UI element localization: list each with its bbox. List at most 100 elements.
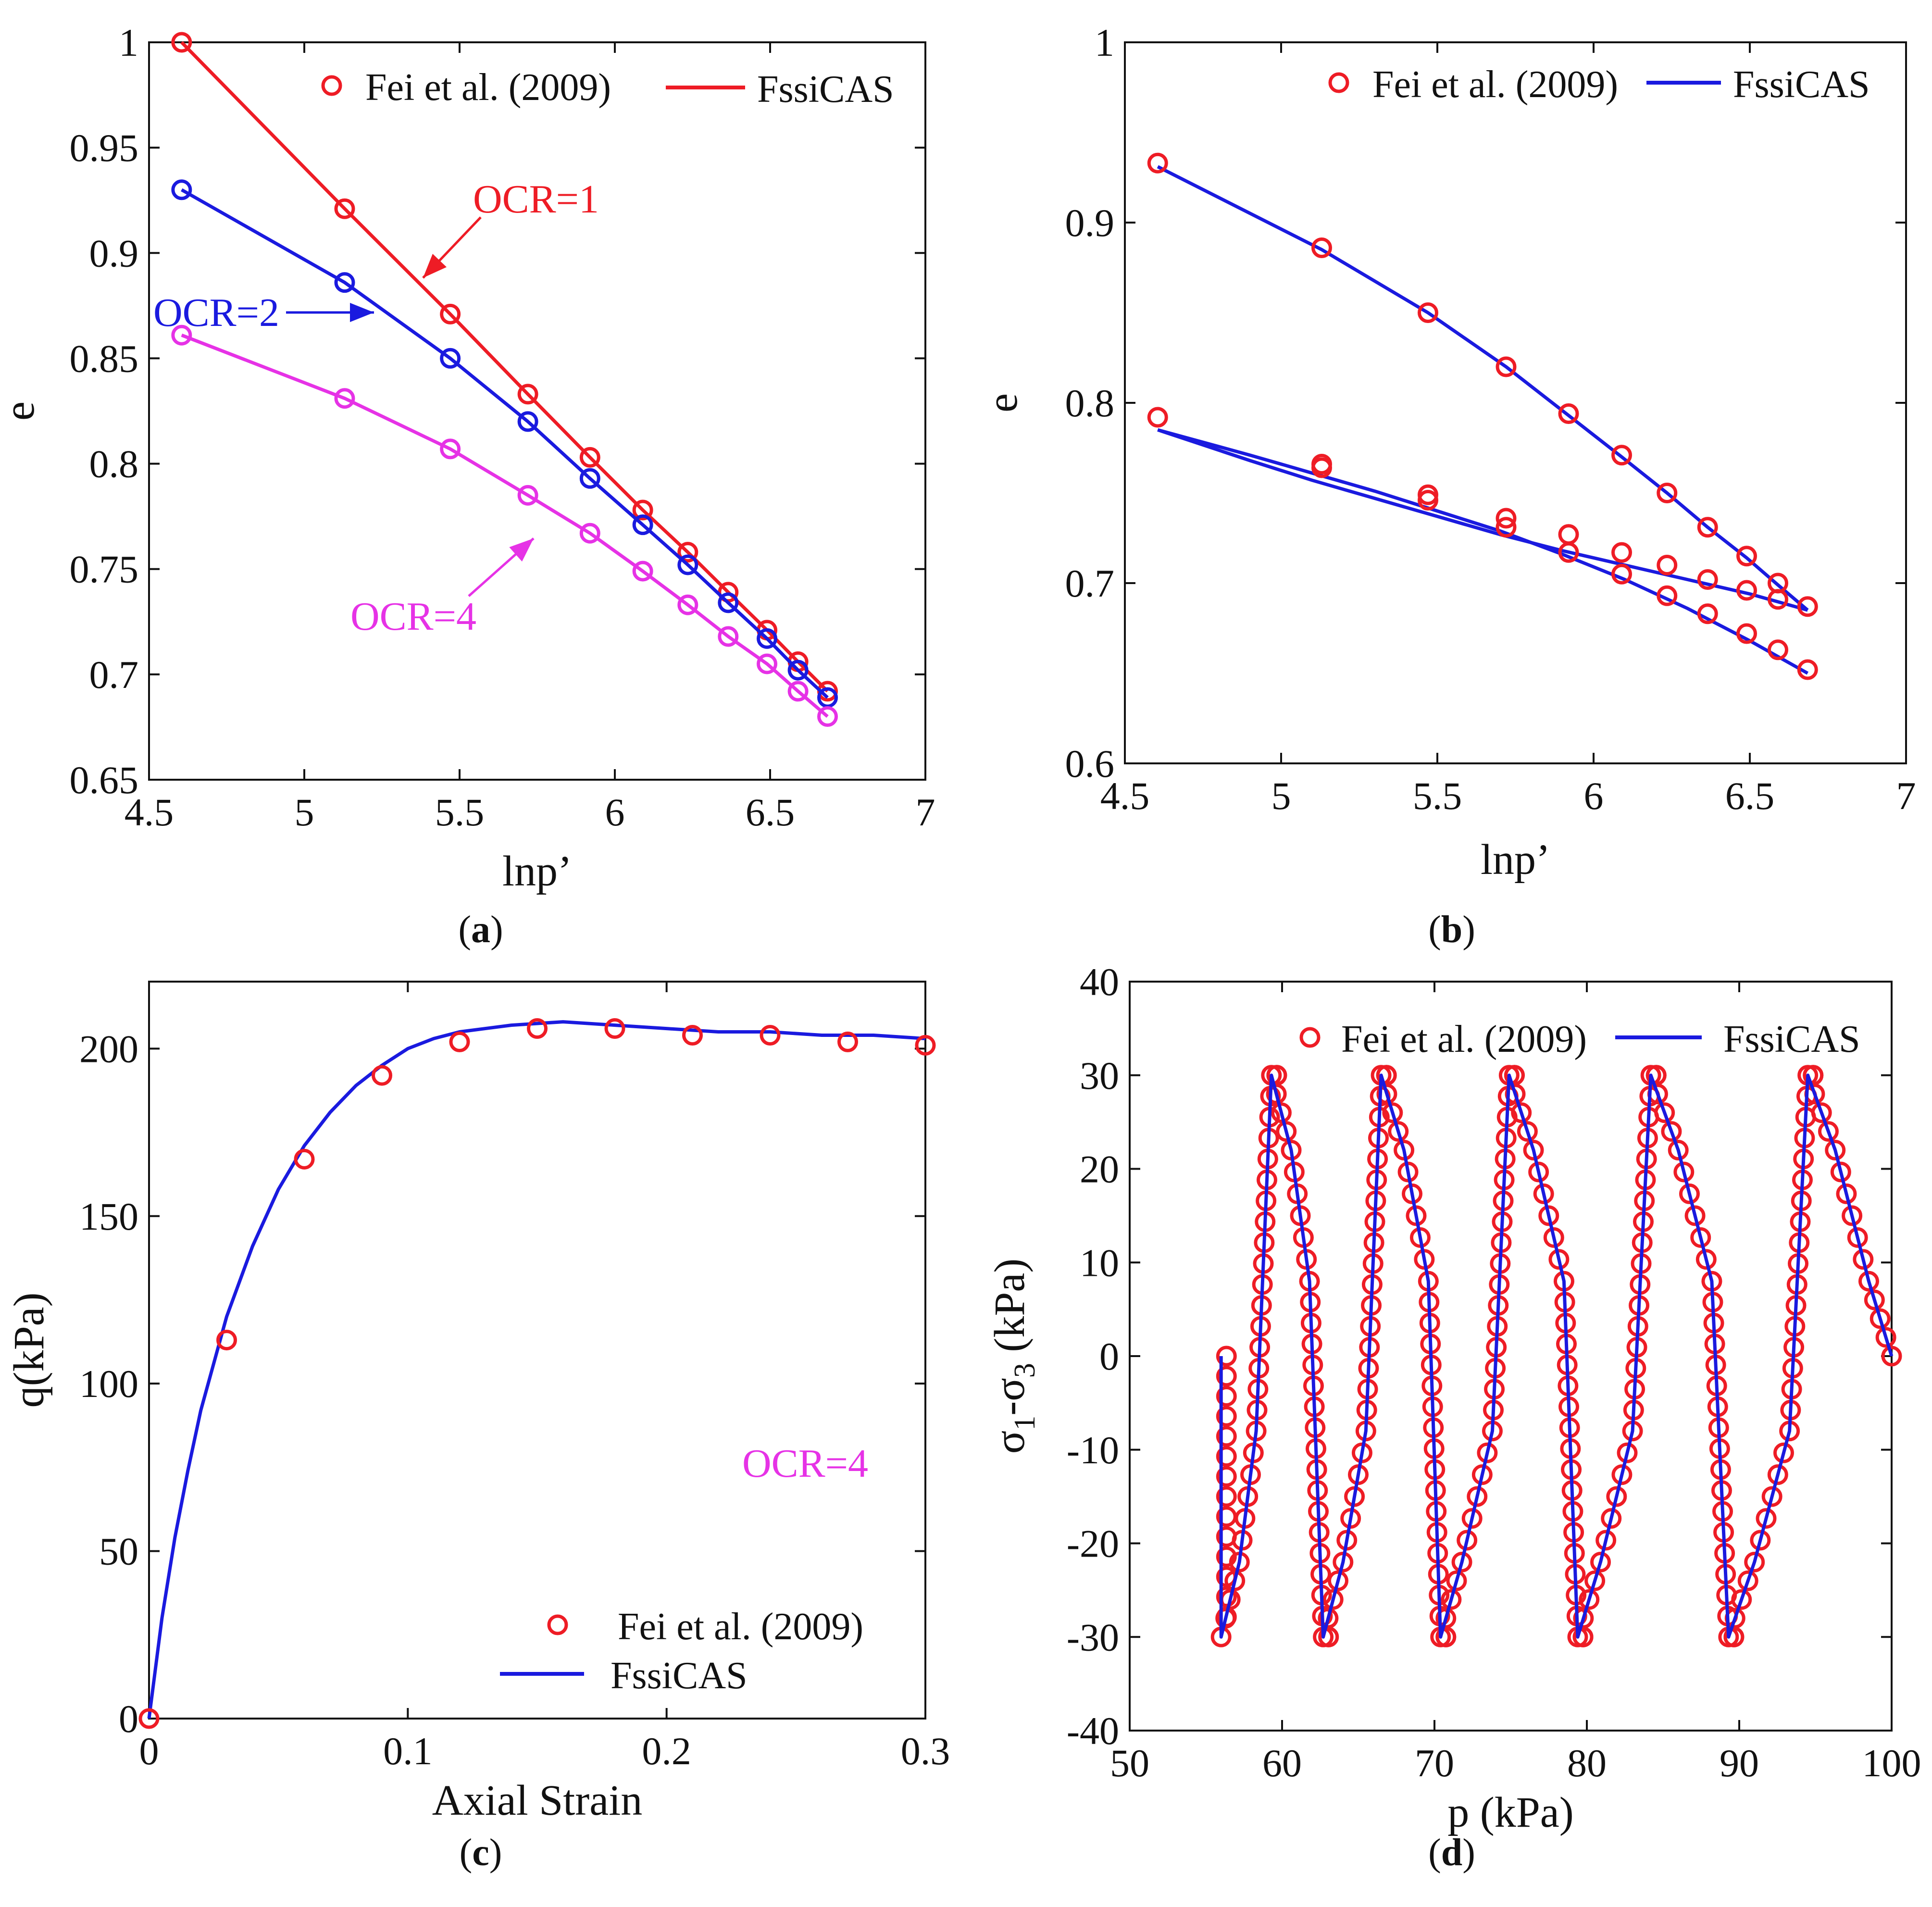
chart-panel-b: 4.5 5 5.5 6 6.5 7 0.6 0.7 0.8 0.9 1 lnp’ e Fei et al.… [979, 21, 1916, 951]
x-tick-label: 70 [1415, 1741, 1454, 1785]
experimental-point [1595, 1530, 1617, 1551]
experimental-point-1 [1147, 407, 1168, 428]
annotation-arrowhead [509, 538, 534, 562]
experimental-point-1 [1558, 542, 1579, 563]
x-tick-label: 60 [1262, 1741, 1302, 1785]
panel-caption: (a) [458, 909, 503, 951]
experimental-point [1224, 1570, 1246, 1591]
series-point-OCR=2 [757, 628, 778, 649]
experimental-point [1737, 1570, 1758, 1591]
experimental-point [1853, 1249, 1874, 1270]
experimental-point-0 [1311, 237, 1332, 258]
experimental-point [1858, 1271, 1879, 1292]
x-axis-label: p (kPa) [1447, 1789, 1573, 1836]
experimental-point [1216, 1546, 1237, 1567]
series-point-OCR=2 [677, 554, 698, 575]
y-tick-label: 150 [79, 1195, 138, 1238]
y-tick-label: 0.65 [70, 758, 139, 802]
legend-marker-circle [1328, 72, 1349, 93]
annotation-arrowhead [350, 303, 374, 322]
experimental-point [1216, 1346, 1237, 1367]
experimental-point [1584, 1570, 1606, 1591]
y-tick-label: 0.85 [70, 337, 139, 380]
experimental-point [1579, 1589, 1600, 1610]
series-point-OCR=2 [334, 272, 355, 293]
x-tick-label: 80 [1567, 1741, 1607, 1785]
legend-marker-circle [1299, 1027, 1321, 1048]
experimental-point [1617, 1442, 1638, 1463]
series-point-OCR=2 [579, 468, 600, 489]
x-axis-label: lnp’ [502, 848, 572, 895]
x-tick-label: 6 [1584, 774, 1604, 818]
experimental-point [1517, 1121, 1538, 1142]
experimental-point-1 [1697, 603, 1718, 624]
x-tick-label: 0.1 [383, 1729, 433, 1773]
series-point-OCR=1 [171, 32, 192, 53]
y-tick-label: 0.8 [89, 442, 139, 486]
model-line-0 [1157, 165, 1809, 611]
x-tick-label: 5 [1271, 774, 1291, 818]
experimental-point [1756, 1508, 1777, 1529]
x-tick-label: 0.2 [642, 1729, 691, 1773]
experimental-point [1271, 1102, 1292, 1123]
experimental-point-1 [1611, 542, 1632, 563]
experimental-point [1216, 1426, 1237, 1447]
y-tick-label: 200 [79, 1027, 138, 1071]
x-tick-label: 90 [1720, 1741, 1759, 1785]
experimental-point [1690, 1227, 1711, 1248]
series-point-OCR=1 [579, 447, 600, 468]
y-tick-label: 50 [99, 1530, 138, 1573]
y-tick-label: 10 [1080, 1241, 1119, 1284]
model-line-2 [1157, 428, 1809, 675]
series-point-OCR=4 [817, 706, 838, 727]
experimental-point [1216, 1406, 1237, 1427]
experimental-point [604, 1018, 625, 1039]
plot-frame [1124, 41, 1907, 764]
model-line [147, 1020, 926, 1719]
experimental-point [1847, 1227, 1868, 1248]
experimental-point [1870, 1308, 1891, 1329]
experimental-point [837, 1031, 858, 1052]
plot-frame [148, 981, 926, 1720]
series-point-OCR=4 [440, 438, 461, 460]
chart-panel-c: 0 0.1 0.2 0.3 0 50 100 150 200 Axial Strain q(kPa)… [5, 981, 950, 1874]
y-tick-label: 40 [1080, 960, 1119, 1004]
series-point-OCR=4 [787, 681, 809, 702]
annotation-arrowhead [423, 254, 447, 278]
x-tick-label: 0 [139, 1729, 159, 1773]
y-axis-label: e [979, 393, 1026, 412]
x-tick-label: 7 [916, 790, 935, 834]
experimental-point [1382, 1102, 1403, 1123]
panel-caption-letter: a [471, 909, 490, 951]
experimental-point [1864, 1289, 1885, 1310]
experimental-point [1881, 1346, 1902, 1367]
experimental-point [1215, 1608, 1236, 1629]
experimental-point [1471, 1464, 1493, 1485]
experimental-point [1731, 1589, 1752, 1610]
experimental-point [1276, 1121, 1297, 1142]
experimental-point [1836, 1183, 1857, 1204]
panel-caption-letter: d [1441, 1832, 1463, 1874]
y-tick-label: 0 [119, 1697, 138, 1741]
x-axis-label: Axial Strain [432, 1777, 642, 1824]
experimental-point [1818, 1121, 1839, 1142]
chart-panel-d: 50 60 70 80 90 100 -40 -30 -20 -10 0 10 20 30 40 p (kPa… [986, 960, 1921, 1874]
experimental-point-1 [1558, 524, 1579, 545]
experimental-point [1811, 1102, 1832, 1123]
annotation-ocr2: OCR=2 [153, 290, 279, 335]
series-point-OCR=2 [517, 411, 538, 432]
panel-caption-letter: b [1441, 909, 1463, 951]
panel-caption: (d) [1428, 1832, 1475, 1874]
experimental-point [760, 1024, 781, 1046]
series-point-OCR=1 [677, 542, 698, 563]
experimental-point [1461, 1508, 1483, 1529]
experimental-point [1451, 1551, 1472, 1572]
x-tick-label: 5.5 [1413, 774, 1462, 818]
series-point-OCR=4 [757, 653, 778, 674]
experimental-point [1773, 1442, 1794, 1463]
experimental-point [216, 1330, 237, 1351]
x-tick-label: 6.5 [1725, 774, 1775, 818]
experimental-point-1 [1768, 589, 1788, 610]
experimental-point [1327, 1570, 1348, 1591]
